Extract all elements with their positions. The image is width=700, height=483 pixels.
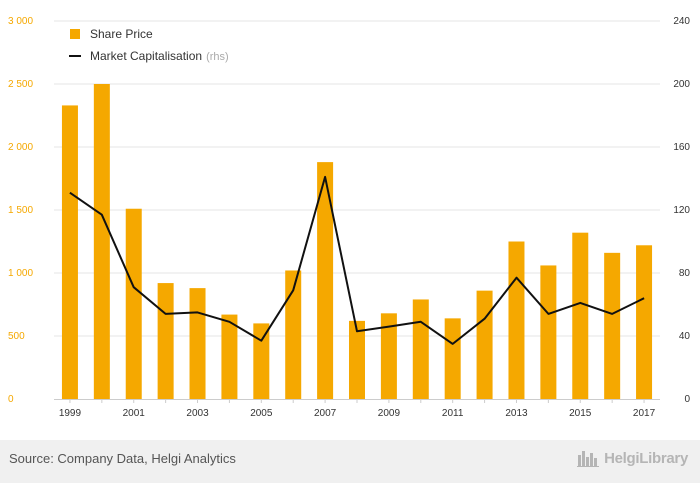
x-tick-label: 2003 [186, 408, 209, 419]
x-tick-label: 2013 [505, 408, 528, 419]
left-axis-ticks: 0 500 1 000 1 500 2 000 2 500 3 000 [8, 16, 33, 405]
chart-area: 0 500 1 000 1 500 2 000 2 500 3 000 0 40 80 120 16… [8, 16, 690, 419]
bar-2004 [221, 314, 238, 399]
left-tick-label: 0 [8, 394, 14, 405]
bar-2008 [349, 320, 365, 399]
right-axis-ticks: 0 40 80 120 160 200 240 [673, 16, 690, 405]
bar-2017 [636, 245, 653, 399]
x-tick-label: 2007 [314, 408, 337, 419]
right-tick-label: 0 [684, 394, 690, 405]
source-note: Source: Company Data, Helgi Analytics [9, 451, 236, 466]
left-tick-label: 3 000 [8, 16, 33, 27]
legend-swatch-share-price [70, 29, 80, 39]
market-cap-line [69, 175, 645, 345]
legend: Share Price Market Capitalisation (rhs) [69, 27, 229, 63]
brand-name: HelgiLibrary [604, 449, 688, 467]
bar-2005 [253, 323, 270, 399]
right-tick-label: 160 [673, 142, 690, 153]
bar-2003 [189, 288, 206, 399]
legend-label-share-price: Share Price [90, 27, 153, 41]
x-tick-label: 2011 [442, 408, 464, 419]
bar-1999 [61, 105, 78, 400]
bar-2001 [125, 208, 142, 399]
x-tick-label: 2009 [378, 408, 401, 419]
bar-2009 [380, 313, 397, 399]
bar-2006 [285, 270, 302, 399]
gridlines [54, 20, 660, 400]
bar-2010 [412, 299, 429, 399]
right-tick-label: 120 [673, 205, 690, 216]
bar-2014 [540, 265, 557, 399]
x-tick-label: 2005 [250, 408, 273, 419]
left-tick-label: 2 000 [8, 142, 33, 153]
brand-logo: HelgiLibrary [577, 449, 688, 467]
right-tick-label: 40 [679, 331, 691, 342]
x-axis-ticks: 1999 2001 2003 2005 2007 2009 2011 2013 2015 2017 [59, 399, 656, 419]
right-tick-label: 80 [679, 268, 691, 279]
bar-series-share-price [61, 84, 653, 400]
x-tick-label: 2015 [569, 408, 592, 419]
left-tick-label: 1 000 [8, 268, 33, 279]
bar-2000 [93, 84, 110, 399]
right-tick-label: 240 [673, 16, 690, 27]
x-tick-label: 1999 [59, 408, 82, 419]
bar-2007 [317, 162, 334, 399]
left-tick-label: 500 [8, 331, 25, 342]
x-tick-label: 2017 [633, 408, 656, 419]
bar-2011 [444, 318, 461, 399]
library-icon [577, 451, 600, 467]
footer: Source: Company Data, Helgi Analytics He… [0, 440, 700, 483]
left-tick-label: 1 500 [8, 205, 33, 216]
bar-2012 [476, 290, 493, 399]
legend-label-market-cap: Market Capitalisation (rhs) [90, 49, 229, 63]
bar-2016 [604, 252, 621, 399]
left-tick-label: 2 500 [8, 79, 33, 90]
line-series-market-cap [69, 175, 645, 345]
bar-2013 [508, 241, 525, 399]
bar-2015 [572, 232, 589, 399]
right-tick-label: 200 [673, 79, 690, 90]
bar-2002 [157, 283, 174, 399]
x-tick-label: 2001 [123, 408, 146, 419]
